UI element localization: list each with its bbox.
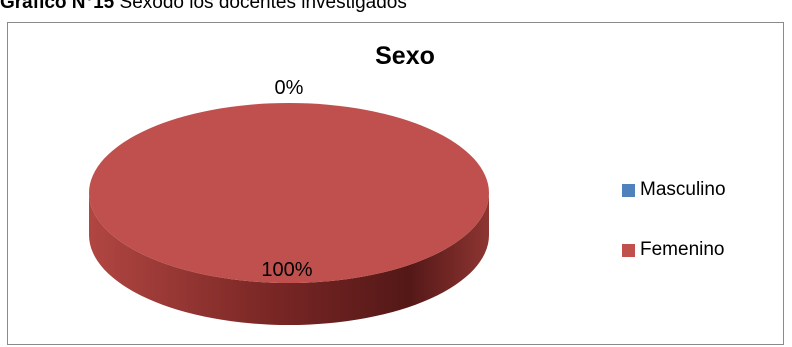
figure-caption-text: Sexodo los docentes investigados <box>119 0 407 13</box>
legend-item-masculino: Masculino <box>622 178 726 202</box>
data-label-masculino: 0% <box>275 77 304 99</box>
data-label-femenino: 100% <box>261 259 312 281</box>
legend-swatch-femenino <box>622 243 635 257</box>
pie-slice-femenino <box>89 103 489 283</box>
legend-swatch-masculino <box>622 183 635 197</box>
figure-caption-label: Gráfico N°15 <box>0 0 115 13</box>
legend-label-femenino: Femenino <box>640 239 725 260</box>
legend-label-masculino: Masculino <box>640 179 726 200</box>
chart-title: Sexo <box>375 42 435 70</box>
figure-caption: Gráfico N°15 Sexodo los docentes investi… <box>0 0 407 15</box>
pie-side-wall <box>89 193 489 325</box>
legend-item-femenino: Femenino <box>622 238 725 262</box>
